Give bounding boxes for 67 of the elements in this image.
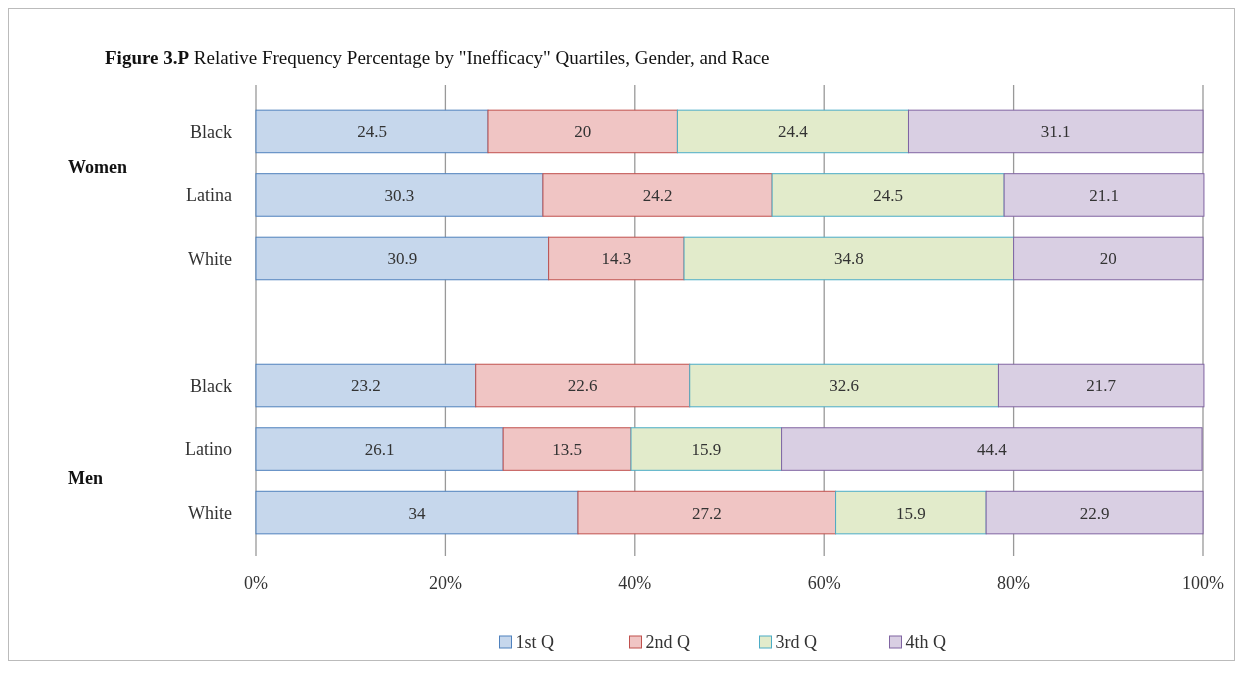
bar <box>907 109 1204 154</box>
x-tick-label: 100% <box>1182 573 1224 593</box>
data-label: 26.1 <box>364 439 395 459</box>
legend-label: 1st Q <box>515 632 555 653</box>
data-label: 27.2 <box>691 503 722 523</box>
data-label: 24.2 <box>642 185 673 205</box>
bar <box>683 236 1015 281</box>
y-tick-label: Latina <box>186 185 232 206</box>
data-label: 30.3 <box>384 185 415 205</box>
x-tick-label: 60% <box>807 573 841 593</box>
data-label: 30.9 <box>387 249 418 269</box>
bar <box>689 363 999 408</box>
text: Women <box>68 156 128 177</box>
bar <box>577 490 837 535</box>
bar <box>502 427 632 471</box>
bar <box>255 490 579 535</box>
bar <box>255 173 544 217</box>
data-label: 34 <box>408 503 426 523</box>
data-label: 22.6 <box>567 376 598 396</box>
y-tick-label: Black <box>190 375 232 396</box>
y-tick-label: White <box>188 248 233 269</box>
y-tick-label: Black <box>190 121 232 142</box>
x-tick-label: 20% <box>428 573 462 593</box>
data-label: 15.9 <box>691 439 722 459</box>
bar <box>542 173 773 217</box>
data-label: 32.6 <box>829 376 859 396</box>
legend-label: 2nd Q <box>645 632 690 653</box>
data-label: 23.2 <box>350 376 381 396</box>
bar <box>676 109 909 154</box>
bar <box>487 109 678 154</box>
data-label: 24.5 <box>357 122 387 142</box>
data-label: 21.7 <box>1086 376 1117 396</box>
data-label: 21.1 <box>1089 185 1119 205</box>
data-label: 24.5 <box>873 185 903 205</box>
bar <box>835 490 987 535</box>
y-tick-label: White <box>188 502 233 523</box>
data-label: 24.4 <box>778 122 809 142</box>
y-tick-label: Latino <box>185 439 232 460</box>
bar <box>985 490 1204 535</box>
bar <box>255 109 489 154</box>
x-tick-label: 80% <box>997 573 1031 593</box>
data-label: 22.9 <box>1079 503 1110 523</box>
x-tick-label: 0% <box>244 573 268 593</box>
bar <box>997 363 1205 408</box>
data-label: 31.1 <box>1040 122 1071 142</box>
bar <box>630 427 783 471</box>
data-label: 44.4 <box>976 439 1008 459</box>
bar <box>781 427 1203 471</box>
data-label: 20 <box>1099 249 1117 269</box>
legend-label: 3rd Q <box>775 632 817 653</box>
bar <box>475 363 691 408</box>
legend-label: 4th Q <box>905 632 946 653</box>
data-label: 13.5 <box>552 439 582 459</box>
bar <box>1013 236 1204 281</box>
bar <box>255 363 477 408</box>
bar <box>771 173 1005 217</box>
bar <box>1003 173 1205 217</box>
data-label: 34.8 <box>833 249 864 269</box>
bar <box>255 236 550 281</box>
bar <box>548 236 685 281</box>
x-tick-label: 40% <box>618 573 652 593</box>
chart-title: Figure 3.P Relative Frequency Percentage by "Inefficacy" Quartiles, Gender, and Race <box>105 47 770 68</box>
data-label: 14.3 <box>601 249 632 269</box>
data-label: 20 <box>574 122 592 142</box>
bar <box>255 427 504 471</box>
text: Men <box>68 467 103 488</box>
data-label: 15.9 <box>895 503 926 523</box>
